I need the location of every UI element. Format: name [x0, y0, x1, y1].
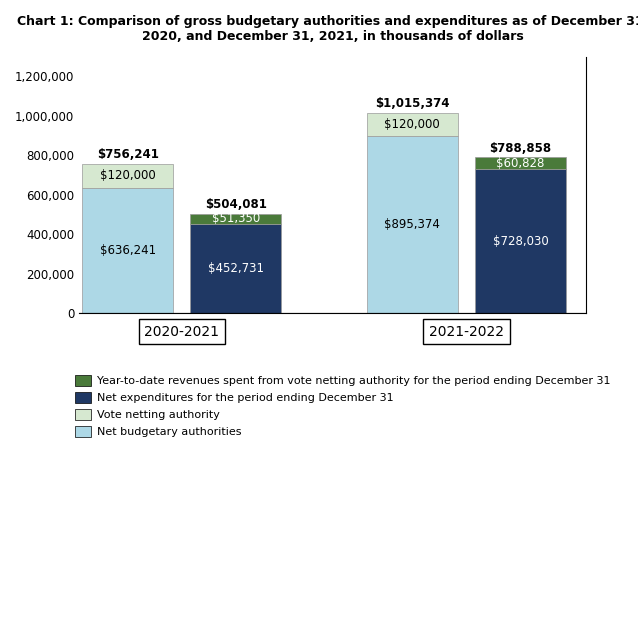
Title: Chart 1: Comparison of gross budgetary authorities and expenditures as of Decemb: Chart 1: Comparison of gross budgetary a…: [17, 15, 638, 43]
Bar: [475, 170, 566, 313]
Bar: [82, 188, 173, 313]
Bar: [367, 113, 458, 136]
Text: $1,015,374: $1,015,374: [375, 97, 450, 110]
Bar: [82, 164, 173, 188]
Text: $60,828: $60,828: [496, 157, 545, 170]
Text: $120,000: $120,000: [100, 169, 156, 182]
Bar: [190, 224, 281, 313]
Text: $120,000: $120,000: [385, 118, 440, 131]
Text: $636,241: $636,241: [100, 244, 156, 257]
Text: $51,350: $51,350: [212, 212, 260, 225]
Text: 2021-2022: 2021-2022: [429, 325, 504, 339]
Legend: Year-to-date revenues spent from vote netting authority for the period ending De: Year-to-date revenues spent from vote ne…: [75, 375, 611, 438]
Text: $788,858: $788,858: [489, 141, 552, 154]
Text: $504,081: $504,081: [205, 198, 267, 210]
Text: $728,030: $728,030: [493, 235, 549, 247]
Text: 2020-2021: 2020-2021: [144, 325, 219, 339]
Text: $452,731: $452,731: [208, 262, 264, 275]
Bar: [475, 158, 566, 170]
Bar: [190, 214, 281, 224]
Text: $895,374: $895,374: [385, 219, 440, 231]
Bar: [367, 136, 458, 313]
Text: $756,241: $756,241: [97, 148, 159, 161]
